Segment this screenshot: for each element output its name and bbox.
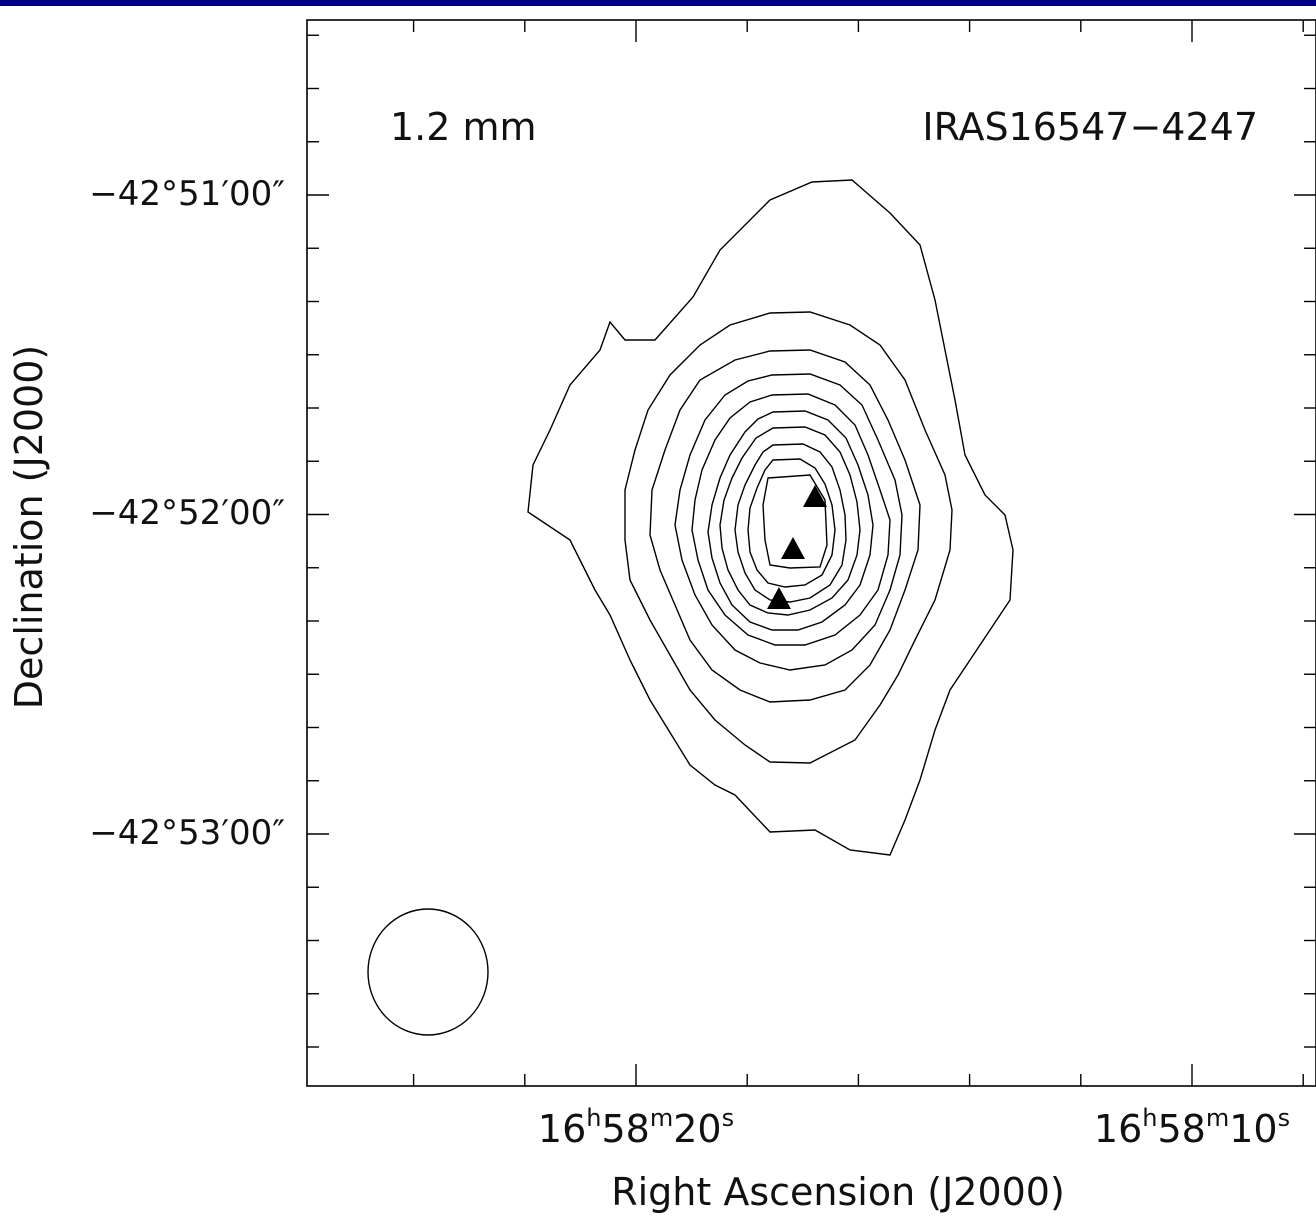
contour-group	[527, 179, 1014, 856]
x-tick-unit-h: h	[586, 1104, 601, 1132]
source-name: IRAS16547−4247	[922, 105, 1258, 149]
x-tick-unit-s: s	[1278, 1104, 1291, 1132]
source-markers	[767, 485, 827, 609]
x-tick-label: 16h58m10s	[1094, 1104, 1290, 1151]
x-tick-unit-h: h	[1142, 1104, 1157, 1132]
x-axis-title: Right Ascension (J2000)	[611, 1170, 1065, 1214]
x-tick-minutes: 58	[601, 1107, 649, 1151]
x-tick-minutes: 58	[1157, 1107, 1205, 1151]
x-tick-unit-m: m	[650, 1104, 673, 1132]
map-label: 1.2 mm	[390, 105, 537, 149]
beam-ellipse	[367, 908, 489, 1036]
contour-level-9	[747, 458, 836, 588]
contour-level-3	[649, 349, 921, 703]
x-tick-unit-m: m	[1206, 1104, 1229, 1132]
axis-ticks	[307, 20, 1316, 1086]
contour-level-4	[674, 373, 903, 671]
contour-level-8	[734, 443, 847, 603]
contour-level-2	[624, 311, 953, 764]
marker-triangle	[767, 587, 791, 609]
marker-triangle	[781, 537, 805, 559]
x-tick-label: 16h58m20s	[538, 1104, 734, 1151]
x-tick-hours: 16	[1094, 1107, 1142, 1151]
y-tick-label: −42°53′00″	[89, 813, 285, 853]
x-tick-seconds: 20	[673, 1107, 721, 1151]
x-tick-unit-s: s	[722, 1104, 735, 1132]
contour-level-1	[527, 179, 1014, 856]
contour-level-5	[691, 393, 891, 646]
plot-frame	[306, 19, 1316, 1087]
contour-level-7	[719, 426, 861, 616]
contour-level-10	[762, 474, 828, 569]
contour-level-6	[707, 410, 874, 631]
x-tick-seconds: 10	[1229, 1107, 1277, 1151]
y-tick-label: −42°51′00″	[89, 174, 285, 214]
top-banner	[0, 0, 1316, 6]
marker-triangle	[803, 485, 827, 507]
y-tick-label: −42°52′00″	[89, 493, 285, 533]
y-axis-title: Declination (J2000)	[7, 345, 51, 709]
x-tick-hours: 16	[538, 1107, 586, 1151]
